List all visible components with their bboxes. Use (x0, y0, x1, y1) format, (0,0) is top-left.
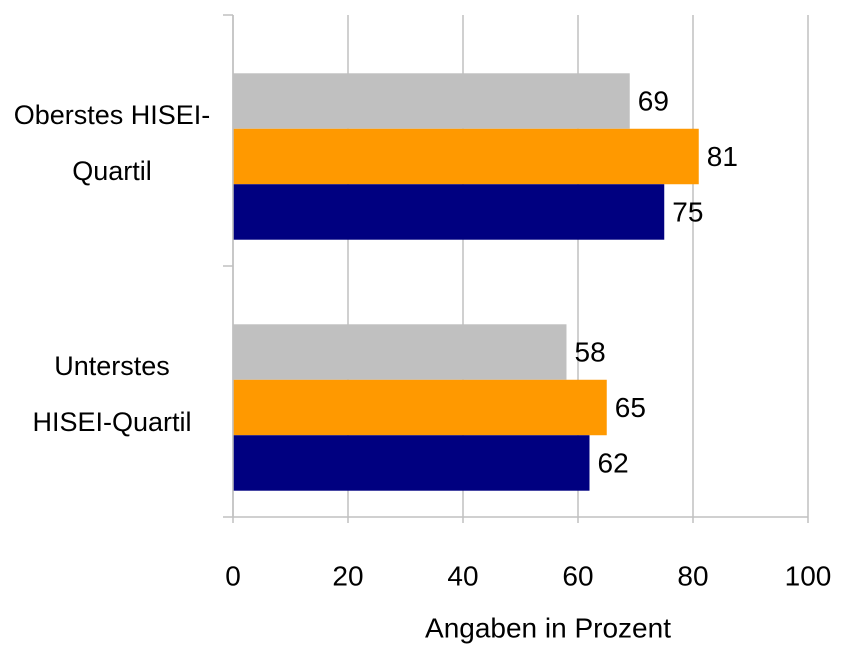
x-tick-label: 20 (332, 560, 363, 591)
x-tick-label: 80 (677, 560, 708, 591)
bar (233, 184, 665, 240)
bar (233, 379, 607, 436)
value-label: 58 (575, 336, 606, 367)
x-axis-label: Angaben in Prozent (425, 612, 671, 643)
value-label: 75 (672, 196, 703, 227)
x-tick-label: 0 (225, 560, 241, 591)
x-tick-label: 40 (447, 560, 478, 591)
bar (233, 73, 630, 129)
x-tick-label: 100 (785, 560, 832, 591)
value-label: 62 (598, 447, 629, 478)
y-tick-label: Unterstes HISEI-Quartil (32, 350, 192, 437)
value-label: 81 (707, 141, 738, 172)
bar (233, 128, 699, 185)
value-label: 69 (638, 85, 669, 116)
bar (233, 435, 590, 491)
bar (233, 324, 567, 380)
y-tick-label: Oberstes HISEI-Quartil (13, 99, 211, 186)
value-label: 65 (615, 392, 646, 423)
x-tick-label: 60 (562, 560, 593, 591)
